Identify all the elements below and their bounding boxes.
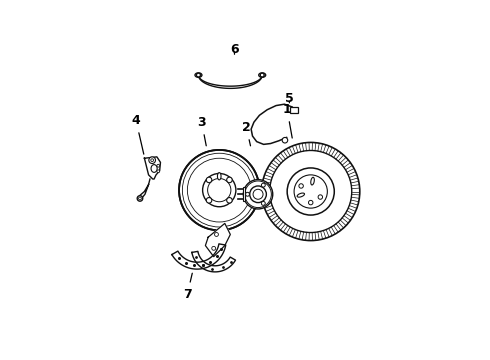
Circle shape: [215, 233, 219, 237]
Circle shape: [261, 202, 265, 205]
Circle shape: [179, 150, 259, 230]
FancyBboxPatch shape: [243, 187, 245, 201]
Ellipse shape: [195, 73, 202, 77]
Circle shape: [309, 201, 313, 205]
Circle shape: [261, 183, 265, 187]
Circle shape: [196, 73, 200, 77]
Polygon shape: [145, 157, 161, 179]
Circle shape: [212, 246, 216, 250]
Polygon shape: [172, 244, 226, 269]
Circle shape: [149, 157, 155, 163]
Circle shape: [299, 184, 303, 188]
Text: 5: 5: [285, 92, 294, 105]
Text: 7: 7: [183, 273, 192, 301]
Text: 2: 2: [242, 121, 251, 146]
Text: 1: 1: [283, 103, 292, 138]
Circle shape: [245, 192, 249, 196]
Polygon shape: [192, 251, 236, 272]
Circle shape: [244, 180, 273, 209]
Circle shape: [227, 177, 232, 183]
FancyBboxPatch shape: [290, 107, 298, 113]
Polygon shape: [205, 223, 230, 257]
Circle shape: [206, 198, 212, 203]
Text: 3: 3: [197, 116, 206, 146]
Circle shape: [282, 138, 288, 143]
Circle shape: [137, 196, 143, 201]
Circle shape: [157, 170, 160, 173]
Circle shape: [260, 73, 264, 77]
Ellipse shape: [218, 173, 221, 180]
Text: 6: 6: [230, 43, 239, 56]
Polygon shape: [139, 179, 150, 199]
Circle shape: [206, 177, 212, 183]
Circle shape: [318, 195, 322, 199]
Ellipse shape: [151, 165, 157, 172]
Text: 4: 4: [132, 114, 144, 154]
Ellipse shape: [259, 73, 266, 77]
Circle shape: [227, 198, 232, 203]
Ellipse shape: [311, 177, 314, 185]
Ellipse shape: [297, 193, 304, 197]
Circle shape: [157, 164, 160, 167]
